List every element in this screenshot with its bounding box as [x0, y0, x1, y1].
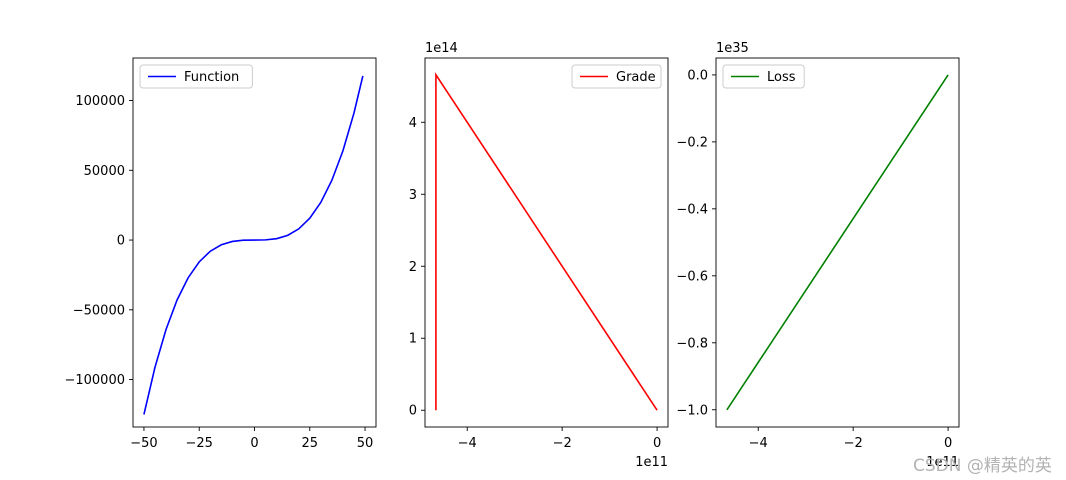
legend-box	[139, 64, 253, 89]
legend-label: Loss	[767, 70, 796, 85]
legend: Loss	[722, 64, 805, 89]
y-tick-label: −0.6	[676, 269, 708, 284]
legend-label: Function	[184, 70, 239, 85]
x-tick-label: −25	[186, 436, 213, 451]
x-tick-label: 0	[944, 436, 952, 451]
y-tick-label: 4	[409, 116, 417, 131]
axes-frame	[424, 57, 669, 428]
y-tick-label: −0.8	[676, 336, 708, 351]
subplot-1: −50 −25 0 25 50 −100000 −50000 0 50000 100000 Func…	[64, 57, 377, 451]
y-tick-label: 0.0	[687, 68, 708, 83]
series-line-grade	[435, 72, 658, 411]
y-tick-label: 100000	[75, 94, 125, 109]
y-tick-label: −100000	[64, 373, 125, 388]
legend-box	[571, 64, 662, 89]
y-tick-label: −0.2	[676, 135, 708, 150]
axes-frame	[132, 57, 377, 428]
x-tick-label: 0	[250, 436, 258, 451]
legend: Grade	[571, 64, 662, 89]
x-tick-label: −4	[749, 436, 768, 451]
x-tick-label: 25	[302, 436, 319, 451]
y-offset-label: 1e14	[425, 41, 458, 56]
x-tick-label: −2	[844, 436, 863, 451]
y-tick-label: −50000	[73, 303, 125, 318]
x-tick-label: −2	[553, 436, 572, 451]
x-tick-label: −4	[458, 436, 477, 451]
y-tick-label: −0.4	[676, 202, 708, 217]
x-tick-label: 50	[357, 436, 374, 451]
series-line-function	[143, 75, 364, 415]
y-tick-label: 2	[409, 260, 417, 275]
y-tick-label: 3	[409, 188, 417, 203]
x-tick-label: −50	[130, 436, 157, 451]
y-tick-label: 1	[409, 332, 417, 347]
y-tick-label: 50000	[84, 164, 125, 179]
legend: Function	[139, 64, 253, 89]
x-offset-label: 1e11	[635, 455, 668, 470]
x-tick-label: 0	[653, 436, 661, 451]
y-tick-label: 0	[117, 234, 125, 249]
subplot-3: −4 −2 0 0.0 −0.2 −0.4 −0.6 −0.8 −1.0 1e35 1e11 Loss	[676, 41, 960, 470]
x-offset-label: 1e11	[926, 455, 959, 470]
axes-frame	[715, 57, 960, 428]
legend-label: Grade	[616, 70, 656, 85]
y-tick-label: −1.0	[676, 403, 708, 418]
y-offset-label: 1e35	[716, 41, 749, 56]
legend-box	[722, 64, 805, 89]
watermark: CSDN @精英的英	[913, 456, 1052, 476]
y-tick-label: 0	[409, 404, 417, 419]
series-line-loss	[726, 74, 949, 411]
subplot-2: −4 −2 0 0 1 2 3 4 1e14 1e11 Grade	[409, 41, 669, 470]
